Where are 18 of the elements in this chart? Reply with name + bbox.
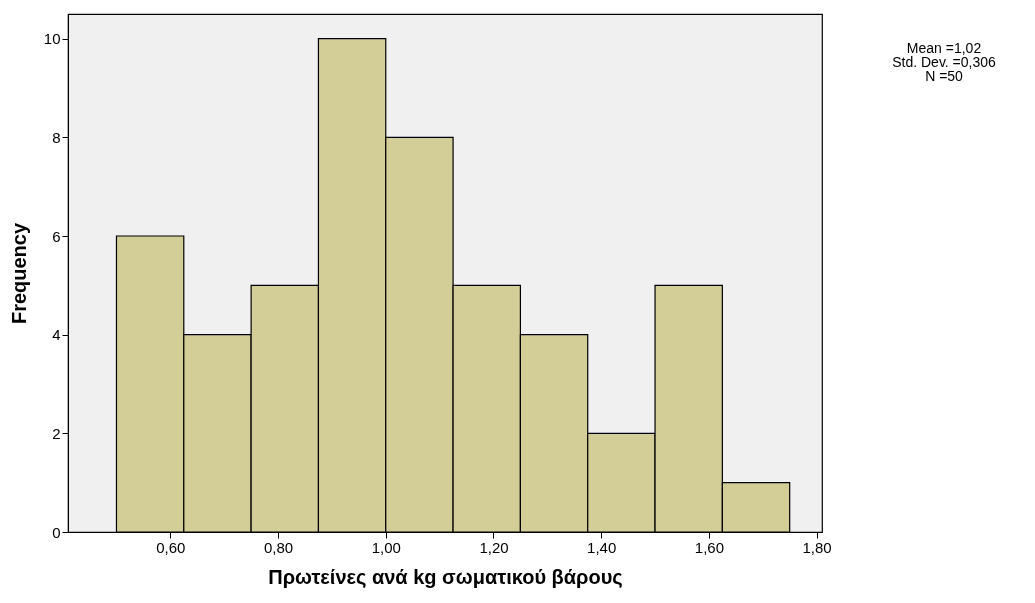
y-axis-title: Frequency [7, 222, 30, 325]
text: N =50 [925, 68, 964, 84]
text: Mean =1,02 [906, 40, 982, 56]
y-tick-label: 8 [52, 128, 61, 146]
x-axis-title: Πρωτείνες ανά kg σωματικού βάρους [268, 565, 623, 588]
x-tick-label: 1,40 [587, 538, 617, 556]
text: Std. Dev. =0,306 [892, 54, 997, 70]
x-tick-label: 1,20 [479, 538, 509, 556]
y-tick-label: 2 [52, 424, 61, 442]
y-tick-label: 4 [52, 326, 61, 344]
x-tick-label: 0,60 [156, 538, 186, 556]
x-tick-label: 1,60 [694, 538, 724, 556]
x-tick-label: 1,80 [802, 538, 832, 556]
x-tick-label: 0,80 [263, 538, 294, 556]
y-tick-label: 10 [43, 30, 61, 48]
y-tick-label: 6 [52, 227, 61, 245]
y-tick-label: 0 [52, 523, 61, 541]
x-tick-label: 1,00 [371, 538, 401, 556]
